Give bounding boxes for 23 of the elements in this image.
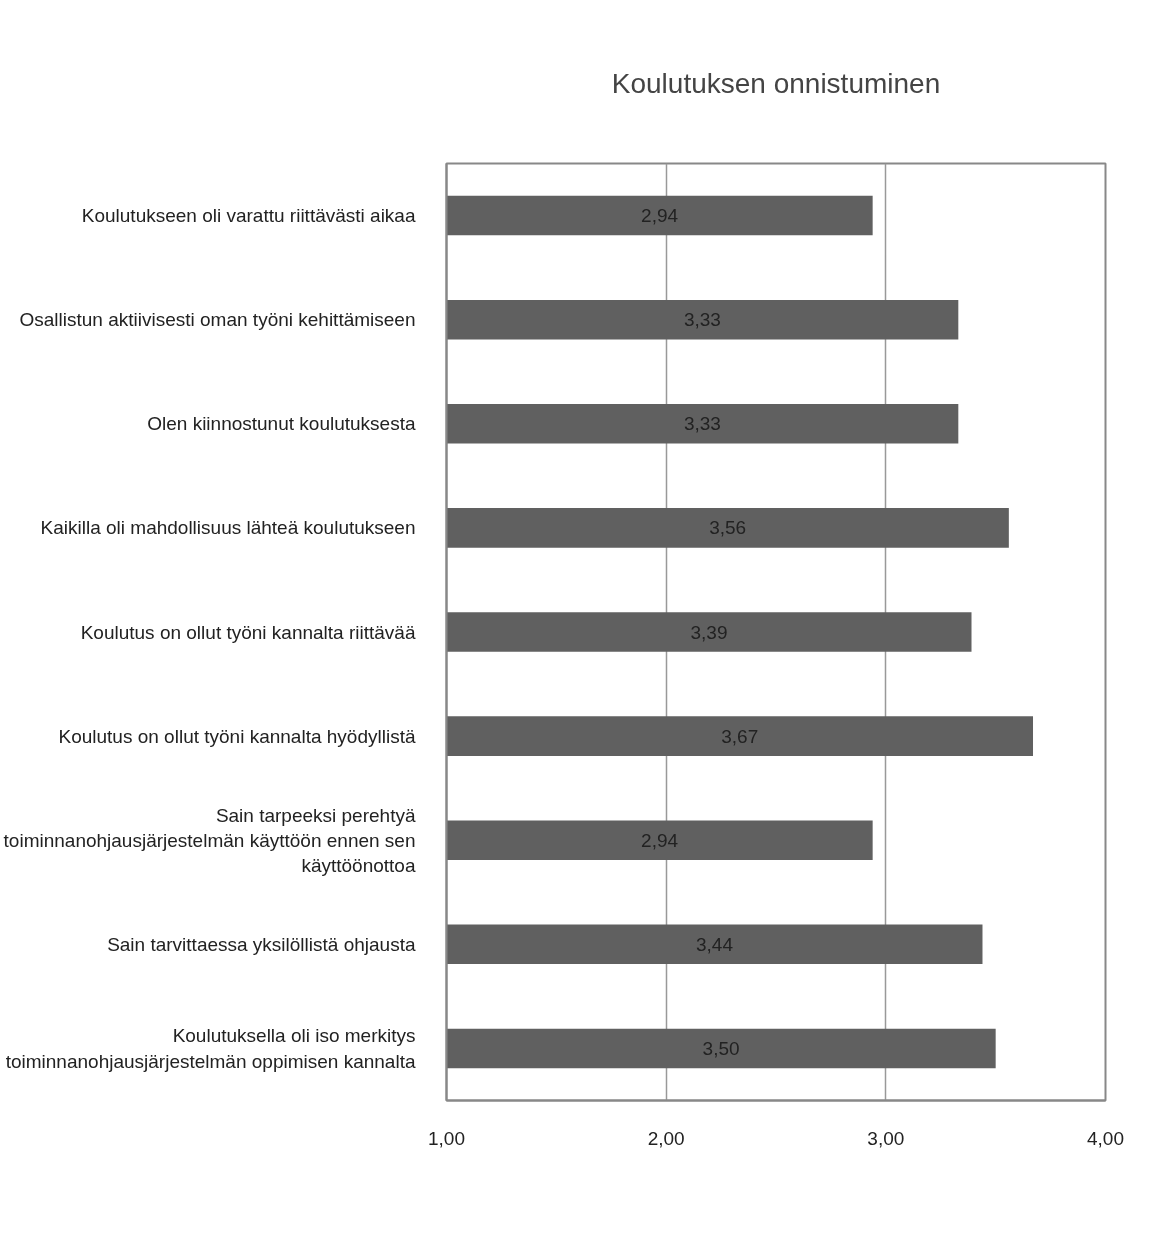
data-label: 2,94 [641,205,679,227]
data-label: 2,94 [641,829,679,851]
y-tick-label: Kaikilla oli mahdollisuus lähteä koulutukseen [40,517,416,539]
y-tick-label: Sain tarpeeksi perehtyä toiminnanohjausjärjestelmän käyttöön ennen sen käyttöönottoa [3,804,416,876]
data-label: 3,44 [696,933,734,955]
x-tick-label: 1,00 [428,1127,465,1149]
x-tick-label: 4,00 [1087,1127,1124,1149]
data-label: 3,56 [709,517,747,539]
y-tick-label: Koulutus on ollut työni kannalta hyödyllistä [58,725,416,747]
data-label: 3,33 [683,413,721,435]
data-label: 3,50 [702,1037,740,1059]
y-tick-label: Koulutukseen oli varattu riittävästi aikaa [81,205,416,227]
y-tick-label: Sain tarvittaessa yksilöllistä ohjausta [107,933,416,955]
y-tick-label: Koulutuksella oli iso merkitys toiminnanohjausjärjestelmän oppimisen kannalta [5,1025,416,1072]
y-tick-label: Osallistun aktiivisesti oman työni kehittämiseen [19,309,416,331]
chart-title: Koulutuksen onnistuminen [611,67,941,99]
data-label: 3,67 [721,725,759,747]
x-tick-label: 2,00 [647,1127,685,1149]
data-label: 3,33 [683,309,721,331]
y-tick-label: Koulutus on ollut työni kannalta riittävää [80,621,416,643]
x-tick-label: 3,00 [867,1127,905,1149]
y-tick-label: Olen kiinnostunut koulutuksesta [147,413,416,435]
data-label: 3,39 [690,621,728,643]
